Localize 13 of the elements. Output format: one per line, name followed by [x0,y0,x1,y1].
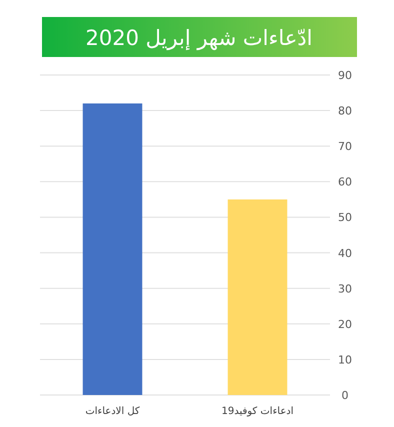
y-tick-label: 50 [338,211,352,224]
y-tick-label: 90 [338,69,352,82]
y-tick-label: 0 [342,389,348,402]
chart-title: ادّعاءات شهر إبريل 2020 [86,26,312,51]
y-tick-label: 60 [338,176,352,189]
y-tick-label: 80 [338,104,352,118]
y-tick-label: 10 [338,353,352,366]
x-tick-label: كل الادعاءات [85,406,140,417]
x-tick-label: ادعاءات كوفيد19 [221,406,294,417]
y-tick-label: 20 [338,318,352,331]
y-tick-label: 70 [338,140,352,154]
y-tick-label: 40 [338,246,352,260]
y-tick-label: 30 [338,282,352,296]
